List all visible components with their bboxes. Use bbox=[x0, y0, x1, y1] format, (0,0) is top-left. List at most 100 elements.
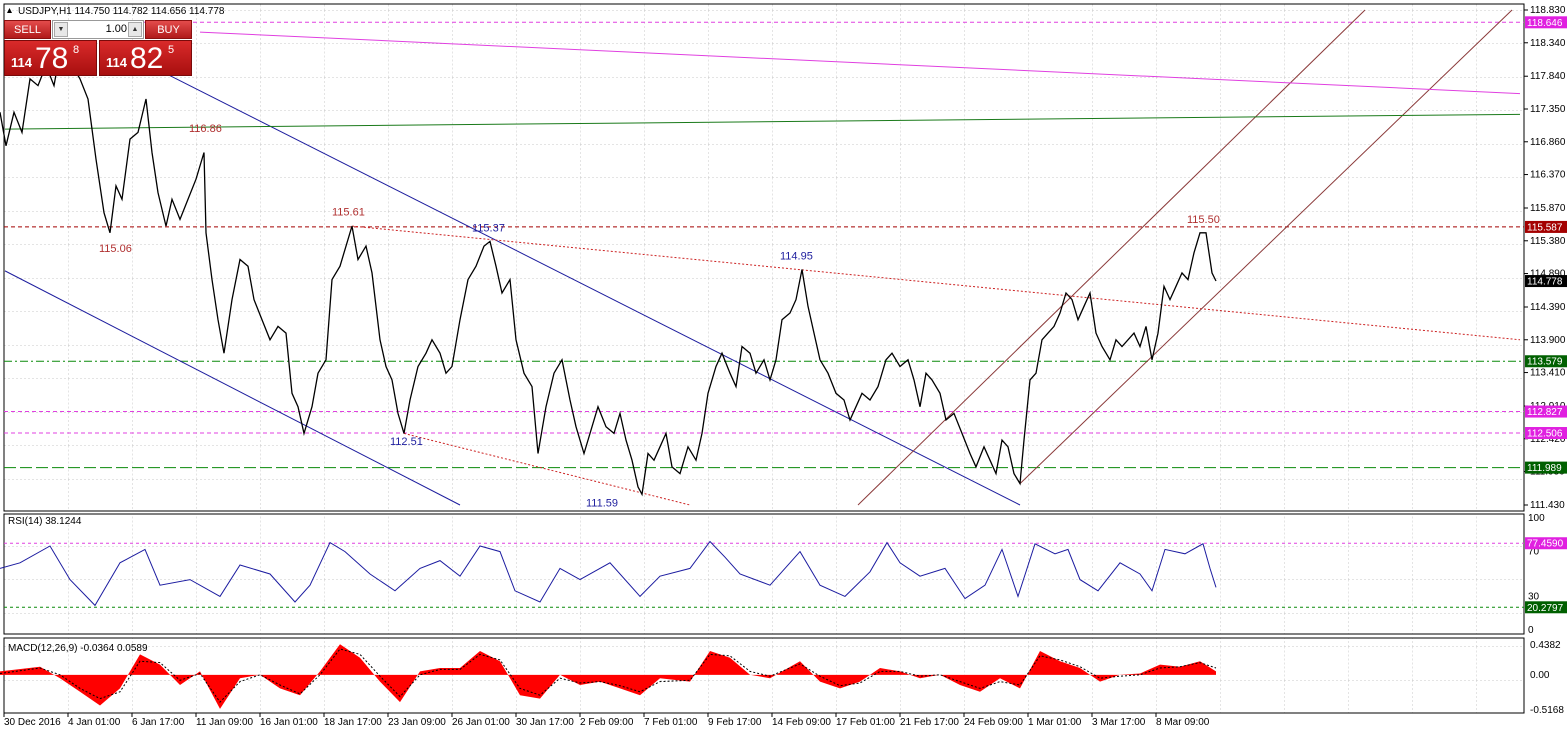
x-tick-label: 21 Feb 17:00 bbox=[900, 717, 959, 728]
rsi-level-label: 20.2797 bbox=[1527, 603, 1564, 614]
main-panel-border bbox=[3, 3, 1525, 512]
x-tick-label: 6 Jan 17:00 bbox=[132, 717, 185, 728]
x-tick-label: 7 Feb 01:00 bbox=[644, 717, 698, 728]
bid-price-small: 114 bbox=[11, 55, 32, 70]
level-price-label: 113.579 bbox=[1527, 357, 1563, 368]
ask-price-small: 114 bbox=[106, 55, 127, 70]
header-triangle-icon bbox=[7, 8, 12, 13]
price-annotation: 111.59 bbox=[586, 497, 618, 509]
rsi-title: RSI(14) 38.1244 bbox=[8, 516, 82, 527]
macd-tick-label: 0.4382 bbox=[1530, 640, 1561, 651]
rsi-tick-label: 70 bbox=[1528, 547, 1540, 558]
current-price-label: 114.778 bbox=[1527, 277, 1563, 288]
main-grid bbox=[4, 4, 1524, 511]
rsi-tick-label: 30 bbox=[1528, 591, 1540, 602]
x-tick-label: 11 Jan 09:00 bbox=[196, 717, 254, 728]
macd-histogram bbox=[0, 644, 1216, 709]
trend-line bbox=[149, 65, 1021, 506]
x-tick-label: 30 Dec 2016 bbox=[4, 717, 61, 728]
level-price-label: 115.587 bbox=[1527, 222, 1563, 233]
x-tick-label: 3 Mar 17:00 bbox=[1092, 717, 1146, 728]
rsi-level-tag bbox=[1525, 537, 1567, 550]
rsi-panel-border bbox=[3, 513, 1525, 635]
lot-increase-icon[interactable]: ▲ bbox=[128, 22, 142, 37]
price-annotation: 116.86 bbox=[189, 123, 222, 135]
x-tick-label: 8 Mar 09:00 bbox=[1156, 717, 1210, 728]
y-tick-label: 112.420 bbox=[1530, 434, 1566, 445]
macd-panel: MACD(12,26,9) -0.0364 0.0589 0.4382 0.00 -0… bbox=[0, 640, 1564, 716]
chart-header: USDJPY,H1 114.750 114.782 114.656 114.77… bbox=[18, 6, 225, 17]
level-price-label: 112.827 bbox=[1527, 407, 1563, 418]
x-tick-label: 23 Jan 09:00 bbox=[388, 717, 446, 728]
rsi-level-label: 77.4590 bbox=[1527, 539, 1564, 550]
level-price-tag bbox=[1525, 427, 1567, 440]
price-annotation: 115.50 bbox=[1187, 214, 1220, 226]
y-tick-label: 113.410 bbox=[1530, 368, 1566, 379]
level-price-tag bbox=[1525, 220, 1567, 233]
one-click-trading-panel: SELL ▼ 1.00 ▲ BUY 114 78 8 114 82 5 bbox=[4, 20, 192, 76]
x-tick-label: 16 Jan 01:00 bbox=[260, 717, 318, 728]
rsi-series-line bbox=[0, 540, 1217, 607]
level-price-tag bbox=[1525, 405, 1567, 418]
price-annotation: 112.51 bbox=[390, 436, 423, 448]
level-price-label: 111.989 bbox=[1527, 463, 1562, 474]
bid-price-pip: 8 bbox=[73, 44, 80, 56]
y-tick-label: 117.350 bbox=[1530, 104, 1566, 115]
y-tick-label: 111.430 bbox=[1530, 500, 1565, 511]
x-tick-label: 4 Jan 01:00 bbox=[68, 717, 121, 728]
trend-line bbox=[4, 270, 461, 506]
x-tick-label: 18 Jan 17:00 bbox=[324, 717, 382, 728]
price-annotation: 115.37 bbox=[472, 222, 505, 234]
current-price-tag bbox=[1525, 275, 1567, 288]
y-tick-label: 118.830 bbox=[1530, 5, 1566, 16]
lot-decrease-icon[interactable]: ▼ bbox=[54, 22, 68, 37]
rsi-grid bbox=[4, 514, 1524, 634]
macd-tick-label: 0.00 bbox=[1530, 670, 1550, 681]
ask-price-big: 82 bbox=[130, 42, 164, 75]
bid-price-button[interactable]: 114 78 8 bbox=[4, 40, 97, 76]
y-tick-label: 114.390 bbox=[1530, 302, 1566, 313]
macd-signal-line bbox=[0, 648, 1217, 703]
main-price-panel: 118.830 118.340 117.840 117.350 116.860 116.3… bbox=[0, 5, 1567, 511]
x-tick-label: 17 Feb 01:00 bbox=[836, 717, 895, 728]
x-tick-label: 1 Mar 01:00 bbox=[1028, 717, 1082, 728]
level-price-label: 118.646 bbox=[1527, 18, 1563, 29]
price-annotation: 115.06 bbox=[99, 243, 132, 255]
level-price-label: 112.506 bbox=[1527, 429, 1563, 440]
y-tick-label: 118.340 bbox=[1530, 38, 1566, 49]
buy-button[interactable]: BUY bbox=[145, 20, 192, 39]
x-tick-label: 14 Feb 09:00 bbox=[772, 717, 831, 728]
y-tick-label: 114.890 bbox=[1530, 269, 1566, 280]
rsi-tick-label: 100 bbox=[1528, 513, 1545, 524]
macd-title: MACD(12,26,9) -0.0364 0.0589 bbox=[8, 643, 148, 654]
price-series-line bbox=[0, 51, 1217, 497]
trend-line bbox=[351, 225, 1521, 341]
x-tick-label: 26 Jan 01:00 bbox=[452, 717, 510, 728]
price-annotation: 114.95 bbox=[780, 251, 813, 263]
y-tick-label: 115.870 bbox=[1530, 203, 1566, 214]
y-tick-label: 116.370 bbox=[1530, 170, 1566, 181]
trend-line bbox=[199, 31, 1521, 95]
y-tick-label: 117.840 bbox=[1530, 71, 1566, 82]
level-price-tag bbox=[1525, 355, 1567, 368]
x-tick-label: 24 Feb 09:00 bbox=[964, 717, 1023, 728]
lot-size-value[interactable]: 1.00 bbox=[105, 23, 127, 35]
sell-button[interactable]: SELL bbox=[4, 20, 51, 39]
rsi-tick-label: 0 bbox=[1528, 625, 1534, 636]
ask-price-button[interactable]: 114 82 5 bbox=[99, 40, 192, 76]
x-tick-label: 2 Feb 09:00 bbox=[580, 717, 634, 728]
rsi-panel: RSI(14) 38.1244 100 70 30 0 77.4590 20.2797 bbox=[0, 513, 1567, 636]
macd-tick-label: -0.5168 bbox=[1530, 705, 1564, 716]
level-price-tag bbox=[1525, 16, 1567, 29]
y-tick-label: 113.900 bbox=[1530, 335, 1566, 346]
x-tick-label: 30 Jan 17:00 bbox=[516, 717, 574, 728]
trend-line bbox=[4, 113, 1521, 130]
price-annotation: 115.61 bbox=[332, 206, 365, 218]
trend-line bbox=[857, 9, 1366, 506]
x-tick-label: 9 Feb 17:00 bbox=[708, 717, 762, 728]
lot-size-field[interactable]: ▼ 1.00 ▲ bbox=[52, 20, 144, 39]
time-axis: 30 Dec 2016 4 Jan 01:00 6 Jan 17:00 11 Jan … bbox=[3, 713, 1210, 728]
rsi-level-tag bbox=[1525, 601, 1567, 614]
y-tick-label: 116.860 bbox=[1530, 137, 1566, 148]
